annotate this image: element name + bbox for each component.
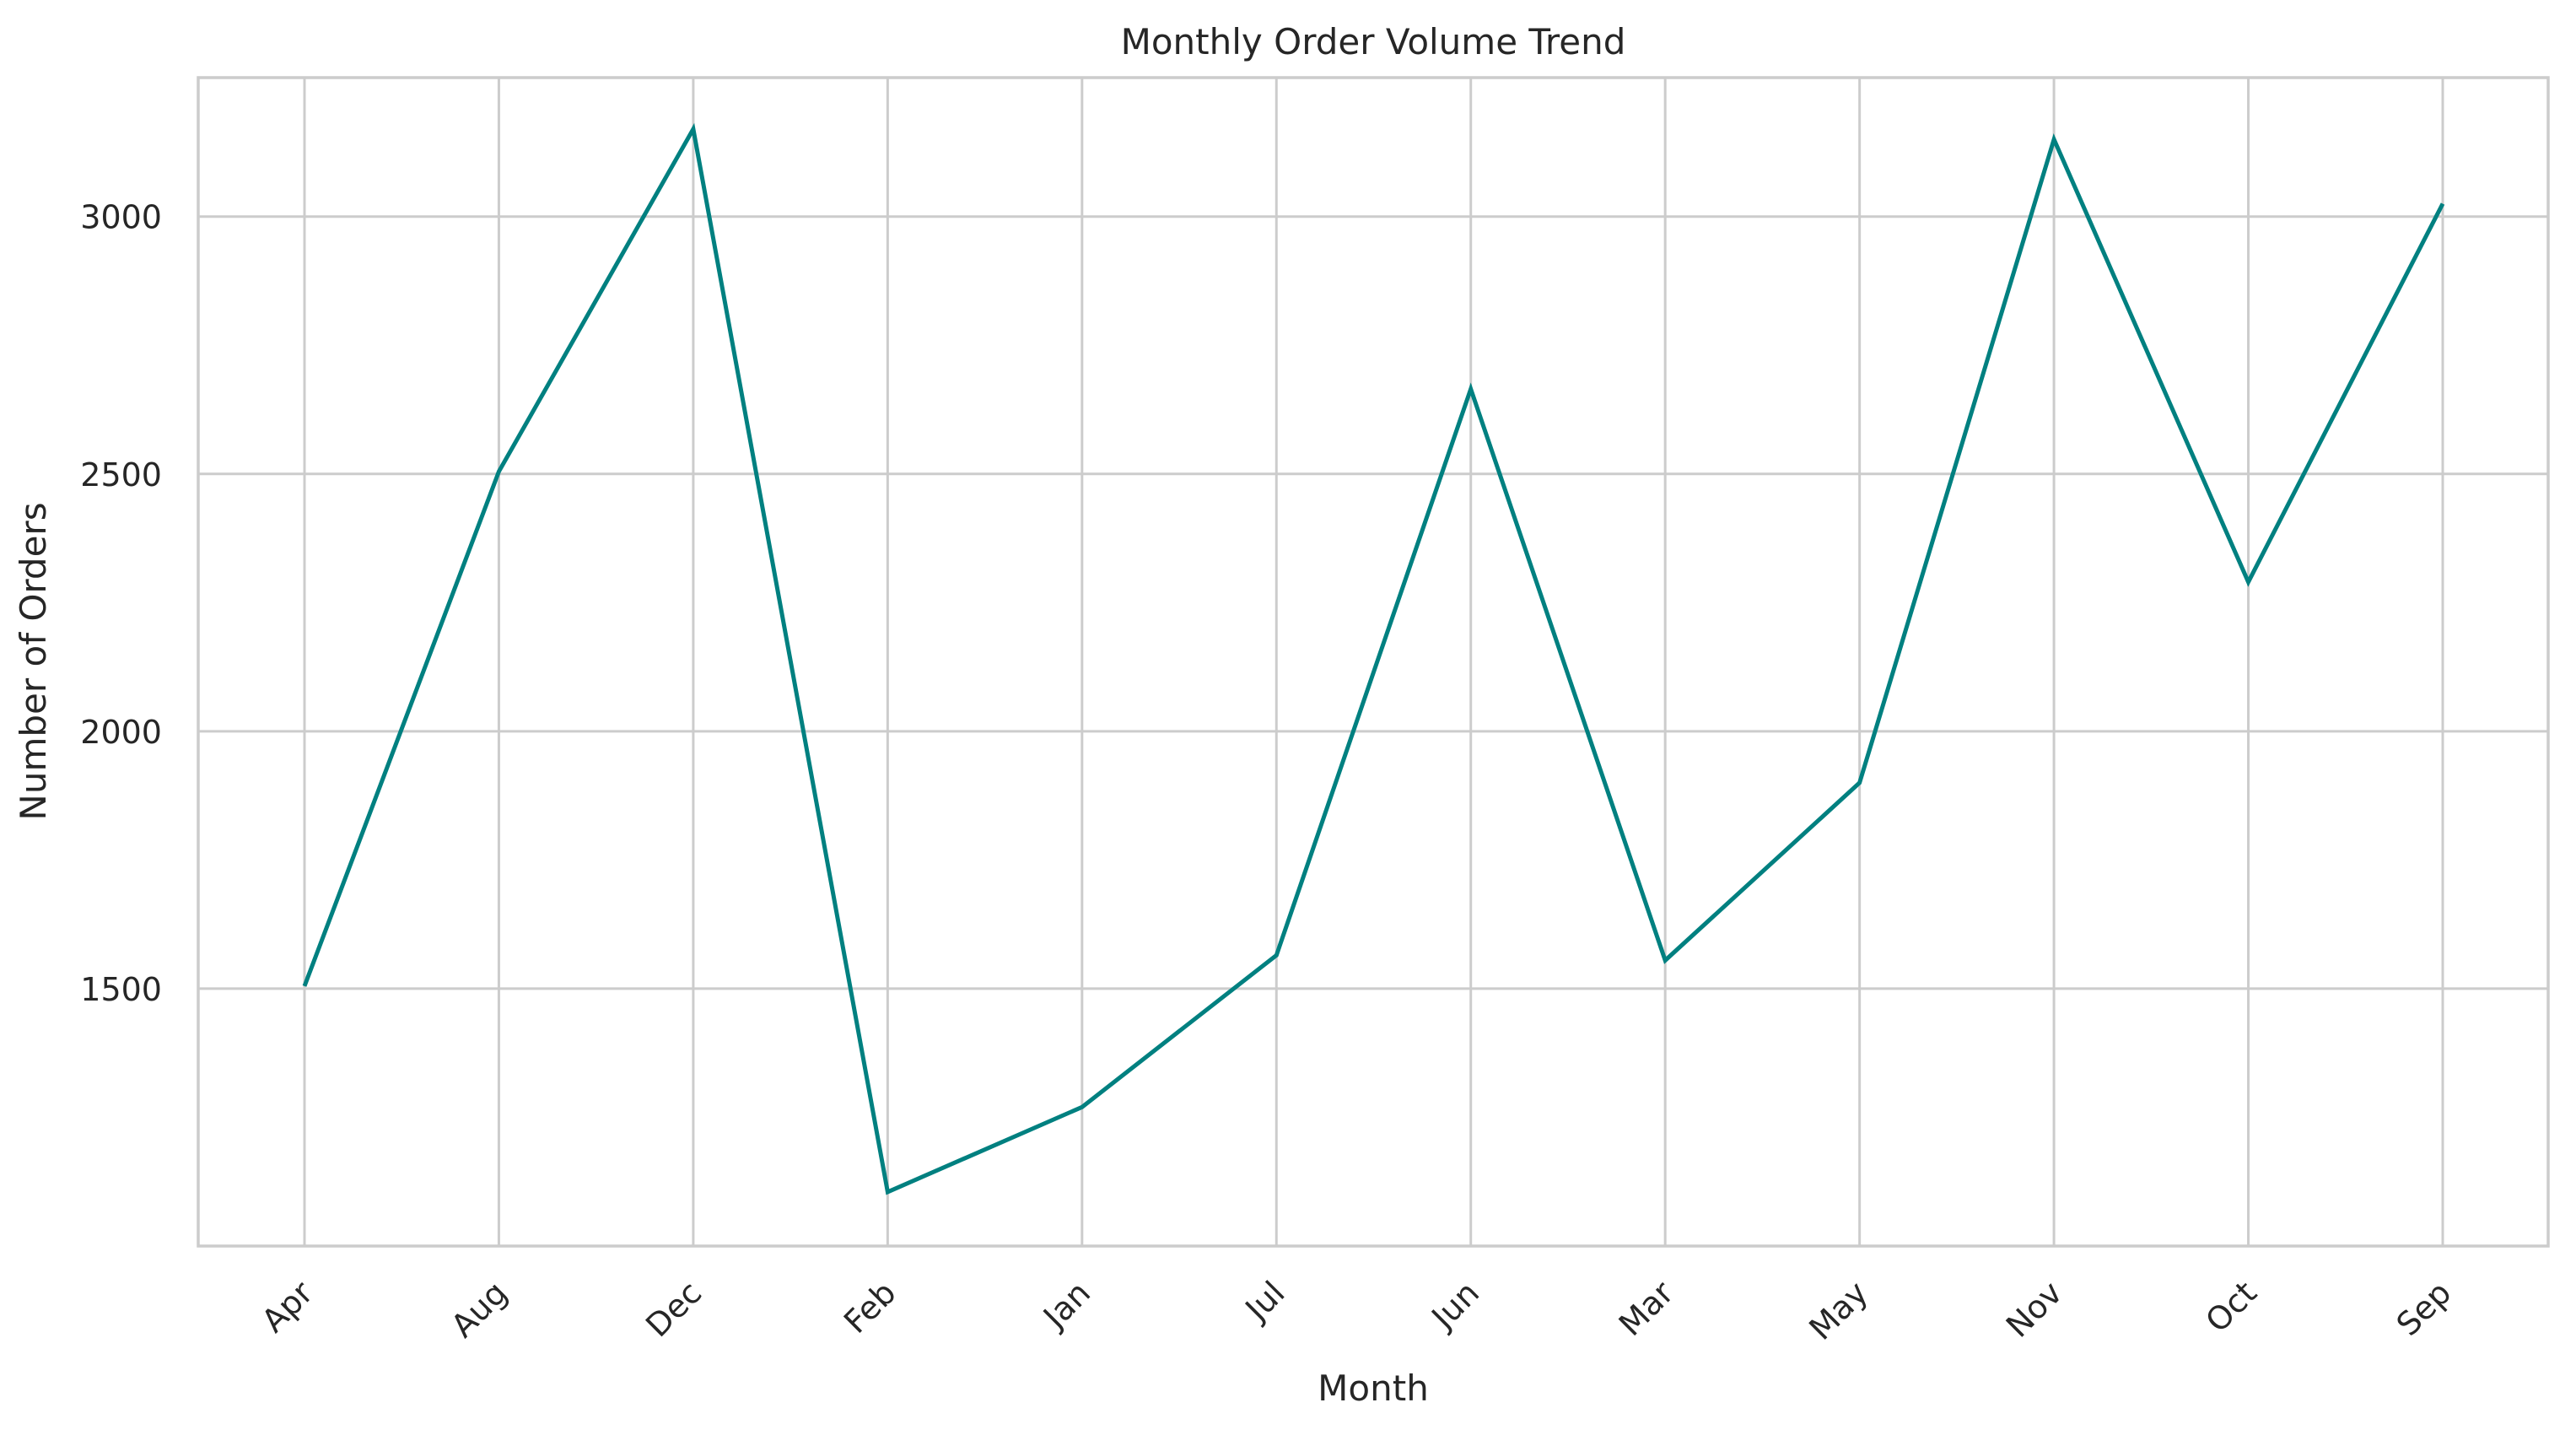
y-tick-label: 2000 — [80, 714, 162, 751]
x-tick-label: Mar — [1612, 1274, 1681, 1343]
y-tick-labels: 1500 2000 2500 3000 — [80, 199, 162, 1008]
x-tick-label: Oct — [2198, 1274, 2264, 1340]
y-tick-label: 3000 — [80, 199, 162, 236]
x-tick-labels: Apr Aug Dec Feb Jan Jul Jun Mar May Nov Oct Sep — [255, 1274, 2459, 1347]
x-axis-label: Month — [1318, 1368, 1429, 1409]
x-tick-label: Aug — [444, 1274, 515, 1345]
x-tick-label: Nov — [1999, 1274, 2070, 1345]
y-tick-label: 1500 — [80, 971, 162, 1008]
x-tick-label: Sep — [2390, 1274, 2459, 1343]
x-tick-label: Jun — [1424, 1274, 1487, 1337]
y-tick-label: 2500 — [80, 456, 162, 494]
x-tick-label: Apr — [255, 1274, 321, 1340]
x-tick-label: Feb — [837, 1274, 903, 1341]
series-line — [302, 122, 2445, 1195]
series-layer — [302, 122, 2445, 1195]
x-tick-label: Dec — [639, 1274, 709, 1344]
grid — [198, 78, 2548, 1246]
x-tick-label: May — [1802, 1274, 1875, 1347]
x-tick-label: Jan — [1035, 1274, 1097, 1336]
x-tick-label: Jul — [1237, 1274, 1292, 1329]
y-axis-label: Number of Orders — [13, 502, 54, 820]
plot-frame — [197, 76, 2550, 1248]
chart-title: Monthly Order Volume Trend — [1121, 21, 1626, 62]
